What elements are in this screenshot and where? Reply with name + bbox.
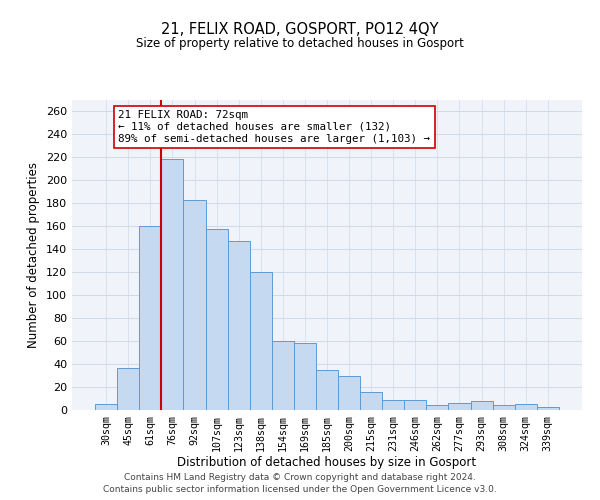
Bar — [206, 228, 227, 410]
Text: 21 FELIX ROAD: 72sqm
← 11% of detached houses are smaller (132)
89% of semi-deta: 21 FELIX ROAD: 72sqm ← 11% of detached h… — [118, 110, 430, 144]
Bar — [95, 404, 117, 410]
Bar — [250, 272, 272, 410]
Bar — [427, 406, 448, 410]
Bar — [515, 404, 537, 410]
Bar — [184, 200, 206, 410]
Text: 21, FELIX ROAD, GOSPORT, PO12 4QY: 21, FELIX ROAD, GOSPORT, PO12 4QY — [161, 22, 439, 38]
Bar — [360, 392, 382, 410]
Y-axis label: Number of detached properties: Number of detached properties — [28, 162, 40, 348]
Bar — [117, 368, 139, 410]
Bar — [227, 241, 250, 410]
Bar — [272, 341, 294, 410]
Bar — [316, 370, 338, 410]
Bar — [382, 400, 404, 410]
Bar — [493, 406, 515, 410]
Bar — [139, 226, 161, 410]
Bar — [338, 376, 360, 410]
Bar — [161, 158, 184, 410]
Bar — [448, 403, 470, 410]
Bar — [404, 400, 427, 410]
Text: Size of property relative to detached houses in Gosport: Size of property relative to detached ho… — [136, 38, 464, 51]
Text: Contains public sector information licensed under the Open Government Licence v3: Contains public sector information licen… — [103, 485, 497, 494]
Bar — [294, 344, 316, 410]
X-axis label: Distribution of detached houses by size in Gosport: Distribution of detached houses by size … — [178, 456, 476, 469]
Bar — [537, 406, 559, 410]
Bar — [470, 401, 493, 410]
Text: Contains HM Land Registry data © Crown copyright and database right 2024.: Contains HM Land Registry data © Crown c… — [124, 472, 476, 482]
